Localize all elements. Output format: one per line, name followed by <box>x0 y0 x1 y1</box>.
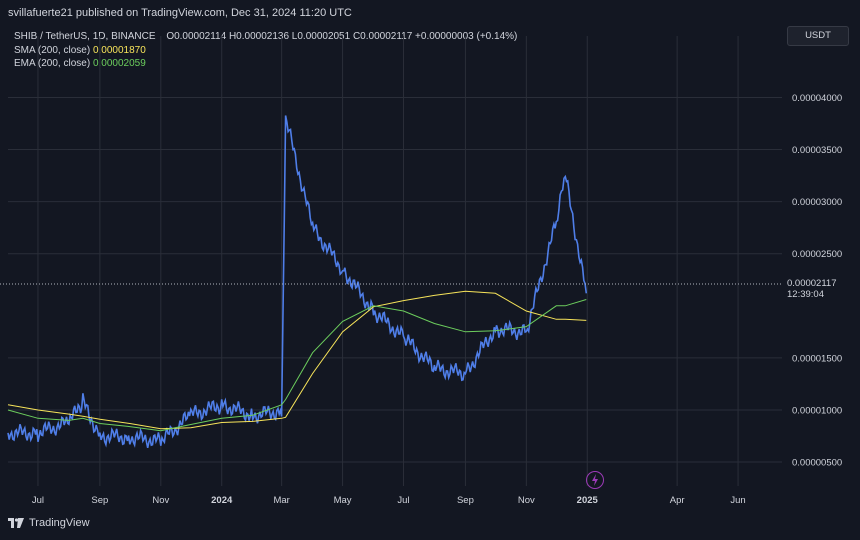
ohlc-row: SHIB / TetherUS, 1D, BINANCE O0.00002114… <box>14 30 517 44</box>
time-tick-label: Sep <box>457 495 474 506</box>
time-tick-label: Nov <box>518 495 535 506</box>
price-axis: 0.00004000 0.00003500 0.00003000 0.00002500… <box>792 93 842 469</box>
current-price: 0.00002117 <box>787 278 837 289</box>
price-series-line <box>7 115 588 449</box>
publisher-line: svillafuerte21 published on TradingView.… <box>8 7 352 19</box>
time-tick-label: 2025 <box>577 495 599 506</box>
series-layer <box>7 115 588 449</box>
tradingview-logo-icon <box>8 518 24 528</box>
price-tick-label: 0.00001500 <box>792 353 842 364</box>
price-tick-label: 0.00003500 <box>792 145 842 156</box>
sma-line <box>7 290 587 430</box>
time-axis: Jul Sep Nov 2024 Mar May Jul Sep Nov 2025 Apr Jun <box>32 495 746 506</box>
time-tick-label: 2024 <box>211 495 233 506</box>
sma-row[interactable]: SMA (200, close) 0.00001870 <box>14 44 517 58</box>
brand-footer[interactable]: TradingView <box>8 517 90 529</box>
time-tick-label: Mar <box>273 495 289 506</box>
current-price-tag: 0.00002117 12:39:04 <box>787 278 847 300</box>
brand-name: TradingView <box>29 517 90 529</box>
chart-canvas[interactable]: 0.00004000 0.00003500 0.00003000 0.00002500… <box>0 24 860 514</box>
ema-line <box>7 299 587 432</box>
time-tick-label: Sep <box>91 495 108 506</box>
price-tick-label: 0.00003000 <box>792 197 842 208</box>
sma-label: SMA (200, close) <box>14 44 91 56</box>
ema-value: 0.00002059 <box>92 58 146 69</box>
lightning-icon[interactable] <box>586 471 604 489</box>
price-tick-label: 0.00000500 <box>792 458 842 469</box>
ema-label: EMA (200, close) <box>14 58 91 69</box>
time-tick-label: Jul <box>397 495 409 506</box>
time-tick-label: Apr <box>670 495 685 506</box>
time-tick-label: May <box>334 495 352 506</box>
price-tick-label: 0.00001000 <box>792 405 842 416</box>
currency-button[interactable]: USDT <box>787 26 849 46</box>
chart-legend: SHIB / TetherUS, 1D, BINANCE O0.00002114… <box>14 30 517 71</box>
ohlc-values: O0.00002114 H0.00002136 L0.00002051 C0.0… <box>166 31 518 42</box>
time-tick-label: Jul <box>32 495 44 506</box>
sma-value: 0.00001870 <box>92 44 146 56</box>
ema-row[interactable]: EMA (200, close) 0.00002059 <box>14 57 517 71</box>
grid-lines <box>8 36 782 486</box>
time-tick-label: Nov <box>152 495 169 506</box>
symbol-title[interactable]: SHIB / TetherUS, 1D, BINANCE <box>14 31 156 42</box>
time-tick-label: Jun <box>730 495 745 506</box>
candle-countdown: 12:39:04 <box>787 289 824 300</box>
price-tick-label: 0.00002500 <box>792 249 842 260</box>
price-tick-label: 0.00004000 <box>792 93 842 104</box>
